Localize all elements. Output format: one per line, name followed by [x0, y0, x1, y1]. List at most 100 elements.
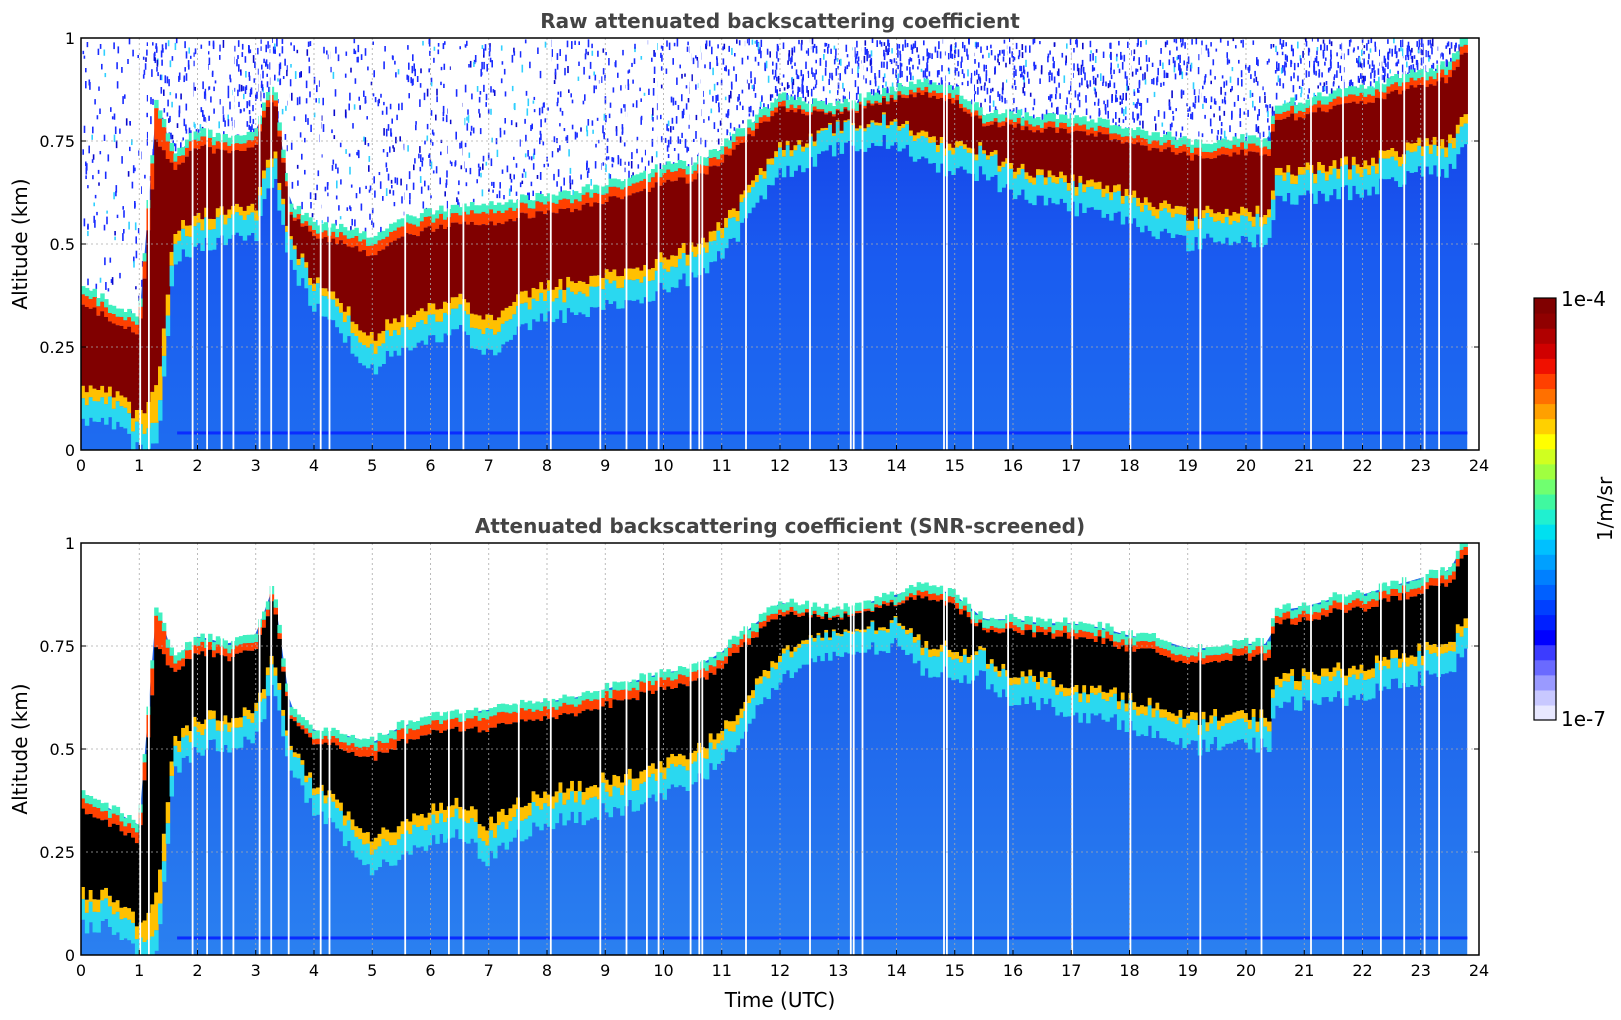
cloud-halo — [254, 633, 259, 642]
noise-pixel — [420, 154, 422, 162]
noise-pixel — [87, 278, 89, 286]
cloud-transition — [158, 366, 163, 401]
cloud-transition — [1220, 213, 1226, 224]
noise-pixel — [825, 43, 828, 47]
cloud-core — [208, 147, 213, 219]
noise-pixel — [360, 203, 363, 211]
cloud-core — [1116, 140, 1122, 185]
noise-pixel — [1151, 62, 1154, 67]
cloud-core — [828, 112, 833, 123]
cloud-halo — [989, 113, 995, 122]
cloud-fringe-lower — [935, 152, 941, 173]
cloud-transition — [543, 289, 548, 301]
cloud-fringe-lower — [454, 308, 459, 330]
cloud-halo — [1282, 103, 1287, 112]
noise-pixel — [354, 50, 357, 55]
noise-pixel — [413, 164, 415, 171]
noise-pixel — [156, 67, 158, 72]
noise-pixel — [1078, 99, 1081, 108]
noise-pixel — [748, 83, 750, 90]
noise-pixel — [1257, 59, 1259, 67]
noise-pixel — [631, 152, 633, 160]
noise-pixel — [515, 122, 518, 128]
cloud-rim — [181, 658, 186, 667]
cloud-fringe-lower — [889, 125, 895, 146]
noise-pixel — [621, 124, 624, 130]
noise-pixel — [954, 67, 956, 74]
noise-pixel — [1309, 60, 1311, 68]
cloud-core — [562, 209, 567, 290]
cloud-halo — [450, 204, 456, 214]
noise-pixel — [651, 57, 653, 62]
cloud-halo — [1459, 38, 1465, 47]
noise-pixel — [327, 216, 329, 223]
cloud-rim — [1043, 122, 1049, 129]
noise-pixel — [426, 88, 429, 97]
screened-out-region — [81, 543, 1468, 825]
cloud-halo — [573, 191, 579, 200]
cloud-fringe-lower — [261, 178, 267, 200]
noise-pixel — [851, 68, 854, 74]
noise-pixel — [1385, 63, 1387, 68]
cloud-halo — [1163, 134, 1168, 143]
noise-pixel — [911, 46, 914, 54]
noise-pixel — [538, 107, 541, 116]
noise-pixel — [912, 64, 914, 70]
noise-pixel — [824, 67, 827, 76]
cloud-rim — [161, 127, 167, 151]
cloud-rim — [1009, 119, 1014, 125]
cloud-rim — [315, 738, 321, 745]
noise-pixel — [440, 81, 442, 86]
noise-pixel — [747, 55, 749, 60]
cloud-transition — [1147, 202, 1153, 211]
cloud-halo — [1428, 68, 1434, 77]
data-gap-line — [1438, 38, 1440, 450]
cloud-rim — [704, 165, 710, 175]
cloud-fringe-lower — [362, 844, 367, 866]
cloud-halo — [712, 149, 718, 158]
cloud-fringe-lower — [158, 400, 163, 421]
noise-pixel — [1256, 81, 1259, 86]
cloud-halo — [111, 805, 117, 814]
cloud-fringe-lower — [158, 903, 163, 925]
noise-pixel — [119, 272, 121, 279]
noise-pixel — [354, 219, 356, 227]
cloud-halo — [188, 133, 194, 142]
cloud-rim — [1347, 94, 1353, 103]
noise-pixel — [1285, 42, 1287, 47]
noise-pixel — [1275, 92, 1278, 100]
cloud-halo — [1066, 118, 1072, 127]
cloud-rim — [989, 121, 995, 125]
cloud-halo — [862, 97, 868, 106]
cloud-fringe-lower — [1313, 183, 1318, 204]
cloud-core — [285, 186, 290, 226]
noise-pixel — [407, 145, 409, 152]
noise-pixel — [449, 66, 451, 70]
noise-pixel — [1186, 66, 1188, 71]
cloud-transition — [342, 311, 348, 323]
noise-pixel — [382, 149, 385, 153]
noise-pixel — [262, 70, 264, 79]
noise-pixel — [787, 60, 789, 65]
cloud-transition — [208, 218, 213, 230]
cloud-transition — [573, 283, 579, 295]
cloud-transition — [1074, 187, 1080, 196]
noise-pixel — [1144, 79, 1147, 85]
cloud-core — [531, 217, 537, 288]
cloud-core — [277, 136, 282, 183]
noise-pixel — [653, 66, 656, 74]
noise-pixel — [620, 108, 623, 114]
cloud-fringe-lower — [866, 127, 872, 148]
x-tick-label: 22 — [1352, 456, 1372, 475]
noise-pixel — [814, 73, 816, 80]
noise-pixel — [670, 96, 673, 103]
cloud-fringe-lower — [169, 265, 175, 287]
noise-pixel — [296, 97, 299, 106]
cloud-transition — [154, 385, 159, 423]
cloud-fringe-lower — [1351, 165, 1357, 186]
cloud-halo — [1247, 135, 1253, 144]
cloud-transition — [1263, 214, 1268, 225]
noise-pixel — [605, 156, 608, 161]
cloud-transition — [223, 715, 228, 725]
noise-pixel — [161, 59, 163, 66]
